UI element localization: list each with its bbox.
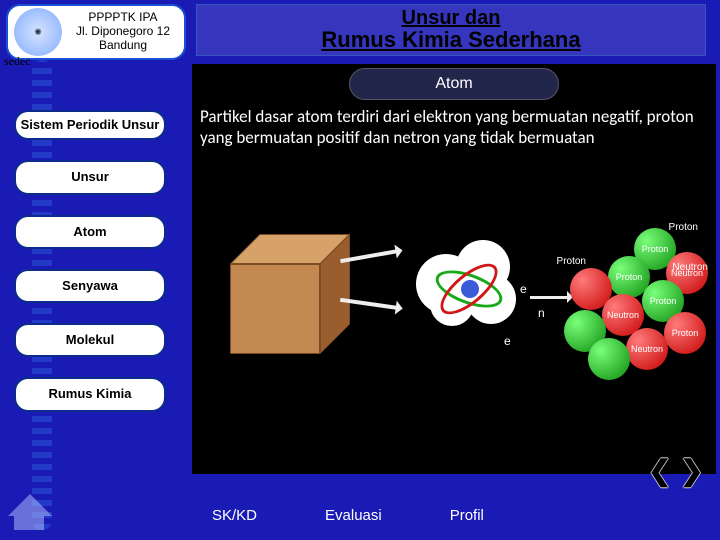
nav-rumus-kimia[interactable]: Rumus Kimia (14, 377, 166, 411)
atom-logo-icon: ✺ (14, 8, 62, 56)
proton-label: Proton (669, 222, 698, 233)
nav-unsur[interactable]: Unsur (14, 160, 166, 194)
org-text: PPPPTK IPA Jl. Diponegoro 12 Bandung (68, 11, 178, 52)
content-body: Partikel dasar atom terdiri dari elektro… (200, 106, 708, 149)
nav-senyawa[interactable]: Senyawa (14, 269, 166, 303)
nucleus-cluster: ProtonNeutronProtonProtonNeutronProtonNe… (548, 224, 708, 384)
org-line1: PPPPTK IPA (68, 11, 178, 25)
home-icon[interactable] (8, 496, 52, 534)
electron-label: e (502, 334, 513, 348)
nav-atom[interactable]: Atom (14, 215, 166, 249)
content-panel: Atom Partikel dasar atom terdiri dari el… (192, 64, 716, 474)
title-line2: Rumus Kimia Sederhana (321, 28, 580, 52)
atom-cloud-illustration (406, 234, 526, 326)
profil-button[interactable]: Profil (434, 501, 500, 530)
neutron-ball (588, 338, 630, 380)
electron-label: e (518, 282, 529, 296)
org-line2: Jl. Diponegoro 12 (68, 25, 178, 39)
skkd-button[interactable]: SK/KD (196, 501, 273, 530)
next-button[interactable]: ❯ (680, 460, 706, 486)
slide-nav: ❮ ❯ (648, 460, 706, 486)
nav-sistem-periodik[interactable]: Sistem Periodik Unsur (14, 110, 166, 140)
title-line1: Unsur dan (402, 8, 501, 28)
cube-illustration (230, 234, 370, 354)
content-heading: Atom (349, 68, 559, 100)
neutron-label: Neutron (672, 262, 708, 273)
evaluasi-button[interactable]: Evaluasi (309, 501, 398, 530)
proton-label: Proton (557, 256, 586, 267)
bottom-nav: SK/KD Evaluasi Profil (196, 501, 500, 530)
page-title: Unsur dan Rumus Kimia Sederhana (196, 4, 706, 56)
proton-ball: Neutron (626, 328, 668, 370)
prev-button[interactable]: ❮ (648, 460, 674, 486)
nav-molekul[interactable]: Molekul (14, 323, 166, 357)
org-line3: Bandung (68, 39, 178, 53)
org-badge: ✺ PPPPTK IPA Jl. Diponegoro 12 Bandung (6, 4, 186, 60)
proton-ball: Proton (664, 312, 706, 354)
org-sublabel: sedec (4, 54, 31, 69)
neutron-short-label: n (536, 306, 547, 320)
sidebar-nav: Sistem Periodik Unsur Unsur Atom Senyawa… (14, 110, 166, 432)
